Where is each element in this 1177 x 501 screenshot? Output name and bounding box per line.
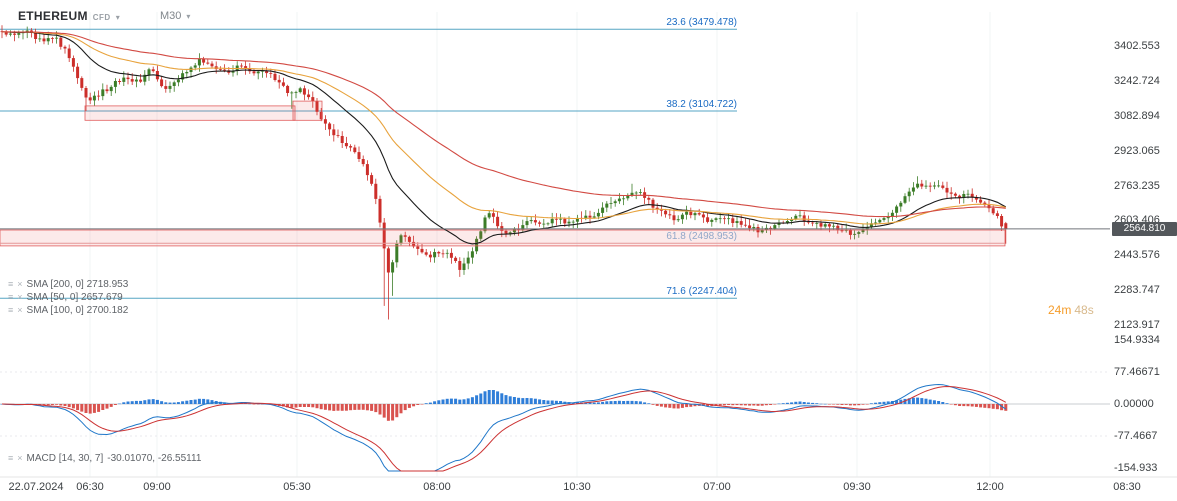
macd-legend: ≡ × MACD [14, 30, 7] -30.01070, -26.5511…	[8, 452, 201, 465]
fib-level-label: 38.2 (3104.722)	[666, 99, 737, 110]
instrument-name: ETHEREUM	[18, 9, 88, 23]
price-axis-label: 2443.576	[1114, 249, 1160, 261]
timeframe-selector[interactable]: M30 ▾	[160, 10, 190, 22]
fib-level-label: 71.6 (2247.404)	[666, 286, 737, 297]
time-axis-label: 08:30	[1113, 481, 1141, 493]
fibonacci-lines-layer	[0, 28, 737, 299]
indicator-settings-icon[interactable]: ≡	[8, 453, 14, 463]
indicator-label: SMA [100, 0] 2700.182	[26, 305, 129, 316]
sma-layer	[1, 31, 1007, 245]
chevron-down-icon: ▾	[115, 13, 120, 22]
indicator-legend-row[interactable]: ≡ × MACD [14, 30, 7] -30.01070, -26.5511…	[8, 452, 201, 465]
instrument-selector[interactable]: ETHEREUM CFD ▾	[18, 9, 120, 23]
countdown-seconds: 48s	[1074, 303, 1094, 317]
indicator-settings-icon[interactable]: ≡	[8, 279, 14, 289]
time-axis-label: 08:00	[423, 481, 451, 493]
current-price-badge: 2564.810	[1112, 222, 1177, 236]
indicator-label: SMA [200, 0] 2718.953	[26, 279, 129, 290]
price-axis-label: 3082.894	[1114, 110, 1160, 122]
timeframe-label: M30	[160, 10, 182, 22]
fib-level-label: 23.6 (3479.478)	[666, 17, 737, 28]
fib-level-label: 61.8 (2498.953)	[666, 231, 737, 242]
macd-layer	[0, 383, 1110, 472]
time-axis-label: 12:00	[976, 481, 1004, 493]
price-axis-label: 2923.065	[1114, 145, 1160, 157]
indicator-label: SMA [50, 0] 2657.679	[26, 292, 123, 303]
sma-legend: ≡ × SMA [200, 0] 2718.953 ≡ × SMA [50, 0] 265…	[8, 278, 128, 317]
grid-layer	[0, 12, 1177, 478]
indicator-value: -30.01070, -26.55111	[107, 453, 202, 464]
zone-layer	[0, 100, 1006, 247]
price-axis-label: 2763.235	[1114, 180, 1160, 192]
time-axis-label: 22.07.2024	[8, 481, 64, 493]
price-axis-label: 3242.724	[1114, 75, 1160, 87]
candlestick-layer	[0, 25, 1008, 320]
indicator-close-icon[interactable]: ×	[17, 292, 23, 302]
price-axis-label: 3402.553	[1114, 40, 1160, 52]
time-axis-label: 07:00	[703, 481, 731, 493]
time-axis-label: 06:30	[76, 481, 104, 493]
price-axis-label: 2283.747	[1114, 284, 1160, 296]
bar-countdown: 24m 48s	[1048, 303, 1097, 317]
time-axis-label: 10:30	[563, 481, 591, 493]
macd-axis-label: 77.46671	[1114, 366, 1160, 378]
time-axis-label: 09:30	[843, 481, 871, 493]
indicator-legend-row[interactable]: ≡ × SMA [50, 0] 2657.679	[8, 291, 128, 304]
chevron-down-icon: ▾	[186, 12, 191, 21]
indicator-legend-row[interactable]: ≡ × SMA [100, 0] 2700.182	[8, 304, 128, 317]
time-axis-label: 09:00	[143, 481, 171, 493]
indicator-close-icon[interactable]: ×	[17, 279, 23, 289]
indicator-close-icon[interactable]: ×	[17, 453, 23, 463]
macd-axis-label: 154.9334	[1114, 334, 1160, 346]
indicator-legend-row[interactable]: ≡ × SMA [200, 0] 2718.953	[8, 278, 128, 291]
indicator-close-icon[interactable]: ×	[17, 305, 23, 315]
price-axis-label: 2123.917	[1114, 319, 1160, 331]
indicator-label: MACD [14, 30, 7]	[26, 453, 104, 464]
macd-axis-label: -77.4667	[1114, 430, 1158, 442]
indicator-settings-icon[interactable]: ≡	[8, 292, 14, 302]
indicator-settings-icon[interactable]: ≡	[8, 305, 14, 315]
macd-axis-label: -154.933	[1114, 462, 1158, 474]
macd-axis-label: 0.00000	[1114, 398, 1154, 410]
instrument-type-label: CFD	[92, 13, 111, 22]
countdown-minutes: 24m	[1048, 303, 1072, 317]
time-axis-label: 05:30	[283, 481, 311, 493]
